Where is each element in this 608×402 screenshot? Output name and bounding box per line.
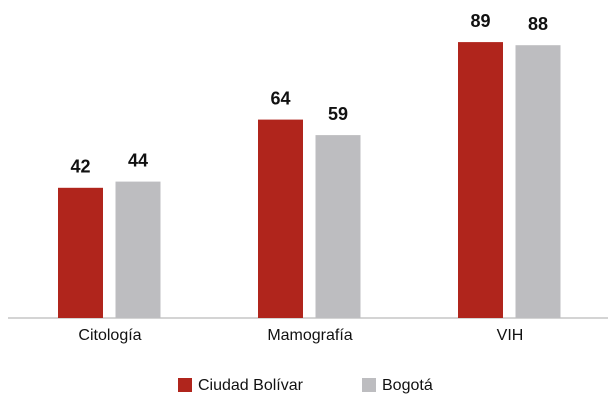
bar xyxy=(315,135,361,318)
bar xyxy=(58,187,103,318)
value-label: 42 xyxy=(70,157,90,177)
legend-label: Bogotá xyxy=(382,377,433,394)
value-label: 89 xyxy=(470,11,490,31)
x-tick-label: Citología xyxy=(78,327,141,344)
value-label: 64 xyxy=(270,88,290,108)
value-label: 88 xyxy=(528,14,548,34)
bar xyxy=(258,119,303,318)
legend-label: Ciudad Bolívar xyxy=(198,377,304,394)
value-label: 44 xyxy=(128,150,148,170)
x-tick-label: Mamografía xyxy=(267,327,352,344)
x-tick-label: VIH xyxy=(497,327,524,344)
value-label: 59 xyxy=(328,104,348,124)
bar xyxy=(515,45,561,318)
bar xyxy=(458,42,503,318)
bar xyxy=(115,181,161,318)
legend-swatch xyxy=(178,378,192,392)
legend-swatch xyxy=(362,378,376,392)
